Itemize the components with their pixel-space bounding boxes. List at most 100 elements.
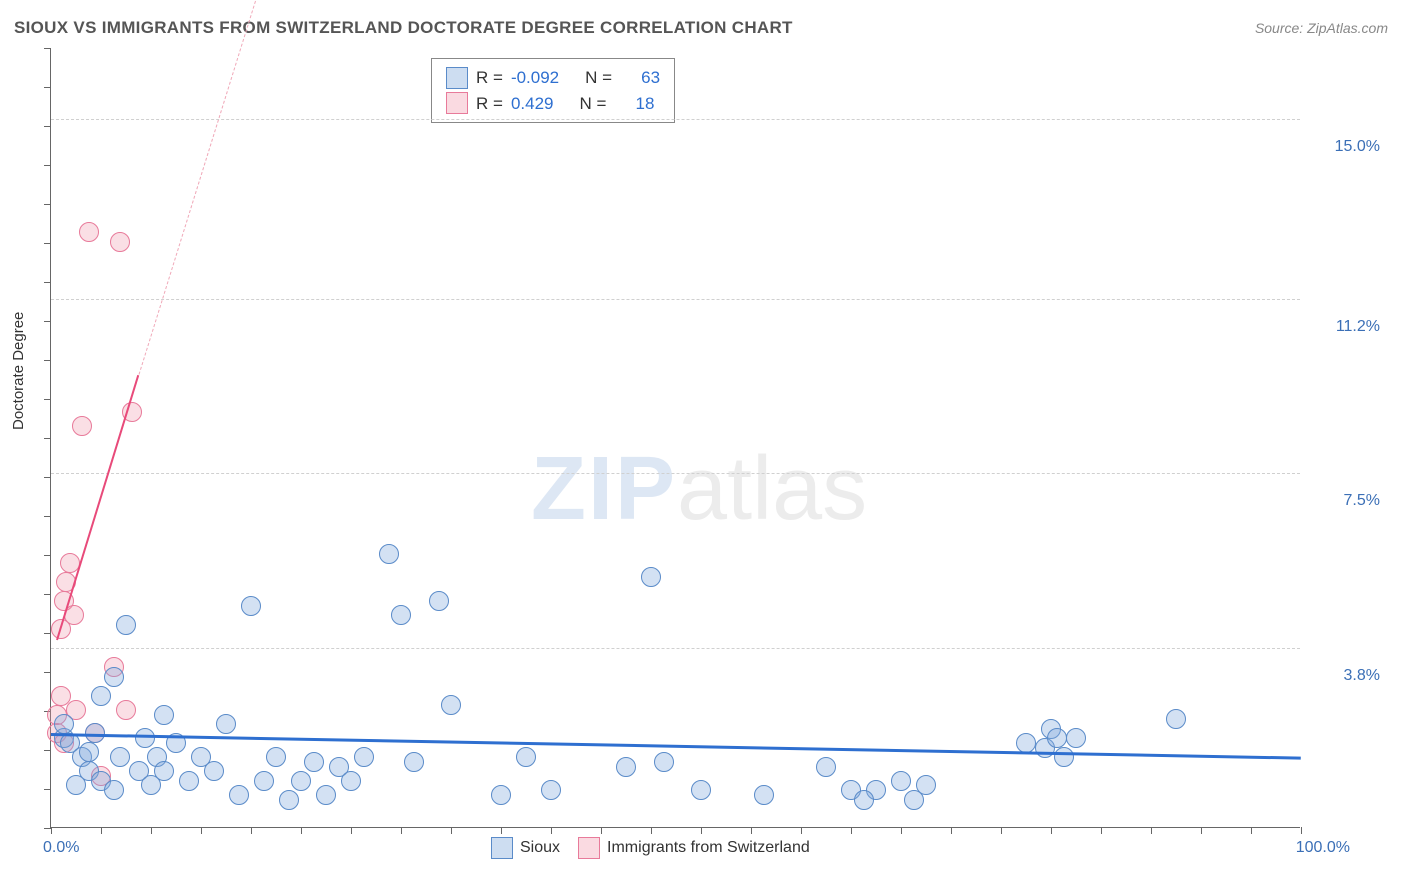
scatter-point [1066, 728, 1086, 748]
y-tick-label: 15.0% [1310, 138, 1380, 156]
legend-item-pink: Immigrants from Switzerland [578, 837, 810, 859]
x-tick [451, 827, 452, 834]
scatter-point [316, 785, 336, 805]
x-tick [1301, 827, 1302, 834]
swatch-blue-icon [491, 837, 513, 859]
source-attribution: Source: ZipAtlas.com [1255, 20, 1388, 36]
scatter-point [1047, 728, 1067, 748]
y-tick [44, 48, 51, 49]
scatter-point [110, 747, 130, 767]
scatter-point [1054, 747, 1074, 767]
y-tick [44, 87, 51, 88]
n-label: N = [585, 65, 612, 91]
x-tick [751, 827, 752, 834]
stats-row-pink: R = 0.429 N = 18 [446, 91, 660, 117]
x-axis-label: 0.0% [43, 839, 79, 857]
y-tick-label: 7.5% [1310, 492, 1380, 510]
scatter-point [279, 790, 299, 810]
gridline-h [51, 473, 1300, 474]
scatter-point [691, 780, 711, 800]
y-tick [44, 126, 51, 127]
n-label: N = [579, 91, 606, 117]
scatter-point [854, 790, 874, 810]
scatter-point [116, 615, 136, 635]
scatter-point [91, 686, 111, 706]
x-tick [951, 827, 952, 834]
scatter-point [354, 747, 374, 767]
watermark-light: atlas [677, 439, 867, 539]
scatter-point [404, 752, 424, 772]
x-tick [1001, 827, 1002, 834]
x-tick [351, 827, 352, 834]
y-tick [44, 165, 51, 166]
y-tick [44, 633, 51, 634]
scatter-point [816, 757, 836, 777]
x-tick [1151, 827, 1152, 834]
x-tick [701, 827, 702, 834]
x-tick [51, 827, 52, 834]
swatch-pink-icon [446, 92, 468, 114]
swatch-blue-icon [446, 67, 468, 89]
x-tick [1251, 827, 1252, 834]
x-tick [1051, 827, 1052, 834]
scatter-point [204, 761, 224, 781]
scatter-point [72, 416, 92, 436]
y-tick [44, 282, 51, 283]
x-tick [801, 827, 802, 834]
y-tick [44, 477, 51, 478]
scatter-point [754, 785, 774, 805]
scatter-point [441, 695, 461, 715]
scatter-point [110, 232, 130, 252]
y-tick [44, 516, 51, 517]
x-tick [501, 827, 502, 834]
watermark-bold: ZIP [531, 439, 677, 539]
x-tick [401, 827, 402, 834]
trend-line [56, 375, 139, 640]
y-tick [44, 243, 51, 244]
scatter-point [1166, 709, 1186, 729]
n-value-blue: 63 [620, 65, 660, 91]
scatter-point [216, 714, 236, 734]
scatter-point [179, 771, 199, 791]
scatter-point [79, 222, 99, 242]
scatter-point [654, 752, 674, 772]
x-tick [601, 827, 602, 834]
x-tick [901, 827, 902, 834]
gridline-h [51, 299, 1300, 300]
scatter-point [391, 605, 411, 625]
y-tick [44, 750, 51, 751]
x-tick [301, 827, 302, 834]
trend-line [51, 733, 1301, 759]
scatter-point [229, 785, 249, 805]
x-tick [251, 827, 252, 834]
x-axis-label: 100.0% [1296, 839, 1350, 857]
y-tick [44, 321, 51, 322]
stats-row-blue: R = -0.092 N = 63 [446, 65, 660, 91]
scatter-point [1016, 733, 1036, 753]
x-tick [1101, 827, 1102, 834]
scatter-point [104, 780, 124, 800]
gridline-h [51, 648, 1300, 649]
plot-area: ZIPatlas R = -0.092 N = 63 R = 0.429 N =… [50, 48, 1300, 828]
scatter-point [154, 705, 174, 725]
n-value-pink: 18 [614, 91, 654, 117]
scatter-point [341, 771, 361, 791]
x-tick [551, 827, 552, 834]
stats-box: R = -0.092 N = 63 R = 0.429 N = 18 [431, 58, 675, 123]
scatter-point [616, 757, 636, 777]
x-tick [1201, 827, 1202, 834]
legend-item-blue: Sioux [491, 837, 560, 859]
r-value-pink: 0.429 [511, 91, 554, 117]
r-value-blue: -0.092 [511, 65, 559, 91]
y-tick [44, 555, 51, 556]
scatter-point [541, 780, 561, 800]
y-tick [44, 399, 51, 400]
y-tick-label: 3.8% [1310, 667, 1380, 685]
y-tick [44, 594, 51, 595]
scatter-point [491, 785, 511, 805]
scatter-point [304, 752, 324, 772]
legend-label-blue: Sioux [520, 839, 560, 857]
y-tick [44, 204, 51, 205]
trend-line [138, 0, 270, 375]
x-tick [101, 827, 102, 834]
